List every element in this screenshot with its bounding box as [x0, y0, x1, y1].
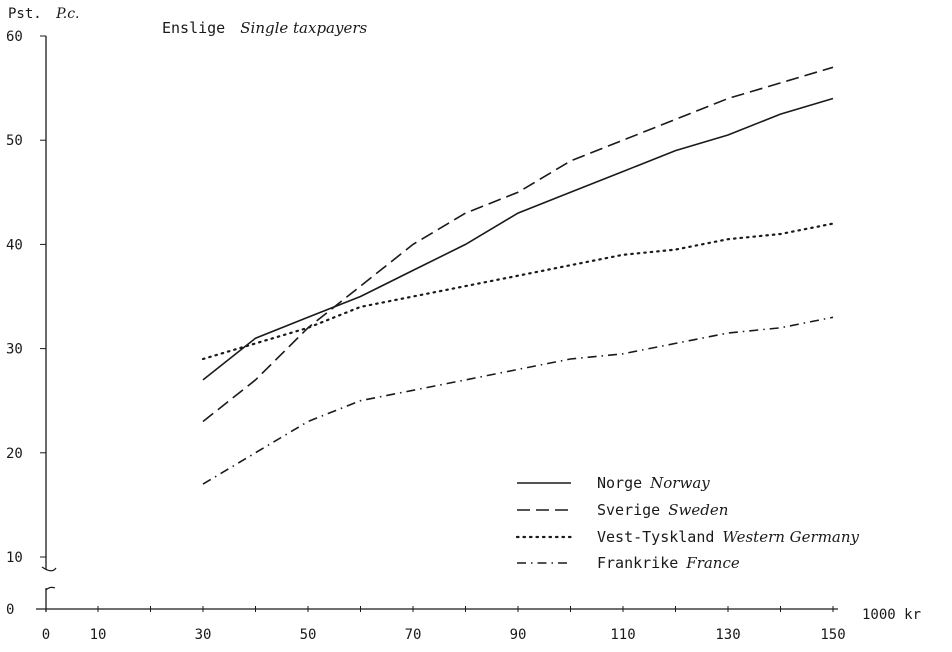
x-tick-label: 70 — [405, 627, 422, 643]
series-line-sverige — [202, 66, 834, 423]
legend-label-en: Western Germany — [722, 528, 859, 546]
legend-label-sverige: Sverige Sweden — [597, 501, 728, 519]
y-ticks: 0 10 20 30 40 50 60 — [6, 29, 46, 618]
legend-label-no: Vest-Tyskland — [597, 528, 714, 546]
series-line-norge — [202, 97, 834, 381]
axes — [36, 36, 838, 612]
chart-subtitle-en: Single taxpayers — [240, 19, 367, 37]
legend-label-en: France — [685, 554, 740, 572]
x-axis-label: 1000 kr — [862, 607, 921, 623]
legend-label-vest-tyskland: Vest-Tyskland Western Germany — [597, 528, 860, 546]
x-tick-label: 0 — [42, 627, 50, 643]
x-tick-label: 50 — [300, 627, 317, 643]
legend-label-no: Frankrike — [597, 554, 678, 572]
chart-subtitle: Enslige Single taxpayers — [162, 19, 368, 37]
y-axis-label-en: P.c. — [55, 6, 79, 22]
y-tick-label: 10 — [6, 550, 23, 566]
series-lines — [201, 66, 835, 485]
y-tick-label: 40 — [6, 237, 23, 253]
axis-break-mark-upper — [41, 566, 57, 572]
legend-label-no: Sverige — [597, 501, 660, 519]
x-tick-label: 110 — [610, 627, 635, 643]
legend-label-norge: Norge Norway — [597, 474, 710, 492]
legend-label-en: Sweden — [668, 501, 728, 519]
x-tick-label: 90 — [510, 627, 527, 643]
series-line-vest-tyskland — [201, 222, 835, 361]
y-tick-label: 60 — [6, 29, 23, 45]
x-tick-label: 10 — [90, 627, 107, 643]
y-tick-label: 50 — [6, 133, 23, 149]
x-tick-label: 150 — [820, 627, 845, 643]
x-tick-label: 30 — [195, 627, 212, 643]
chart-subtitle-no: Enslige — [162, 19, 225, 37]
y-axis-label-no: Pst. — [8, 6, 42, 22]
series-line-frankrike — [202, 316, 834, 485]
axis-break-mark-lower — [45, 586, 56, 591]
legend-label-frankrike: Frankrike France — [597, 554, 740, 572]
legend-label-en: Norway — [649, 474, 710, 492]
x-tick-label: 130 — [715, 627, 740, 643]
legend-label-no: Norge — [597, 474, 642, 492]
y-tick-label: 0 — [6, 602, 14, 618]
y-tick-label: 20 — [6, 446, 23, 462]
x-ticks: 0 10 30 50 70 90 110 130 150 — [42, 606, 846, 643]
y-tick-label: 30 — [6, 342, 23, 358]
legend: Norge Norway Sverige Sweden Vest-Tyskland Wes… — [515, 474, 860, 572]
y-axis-label: Pst. P.c. — [8, 6, 79, 22]
